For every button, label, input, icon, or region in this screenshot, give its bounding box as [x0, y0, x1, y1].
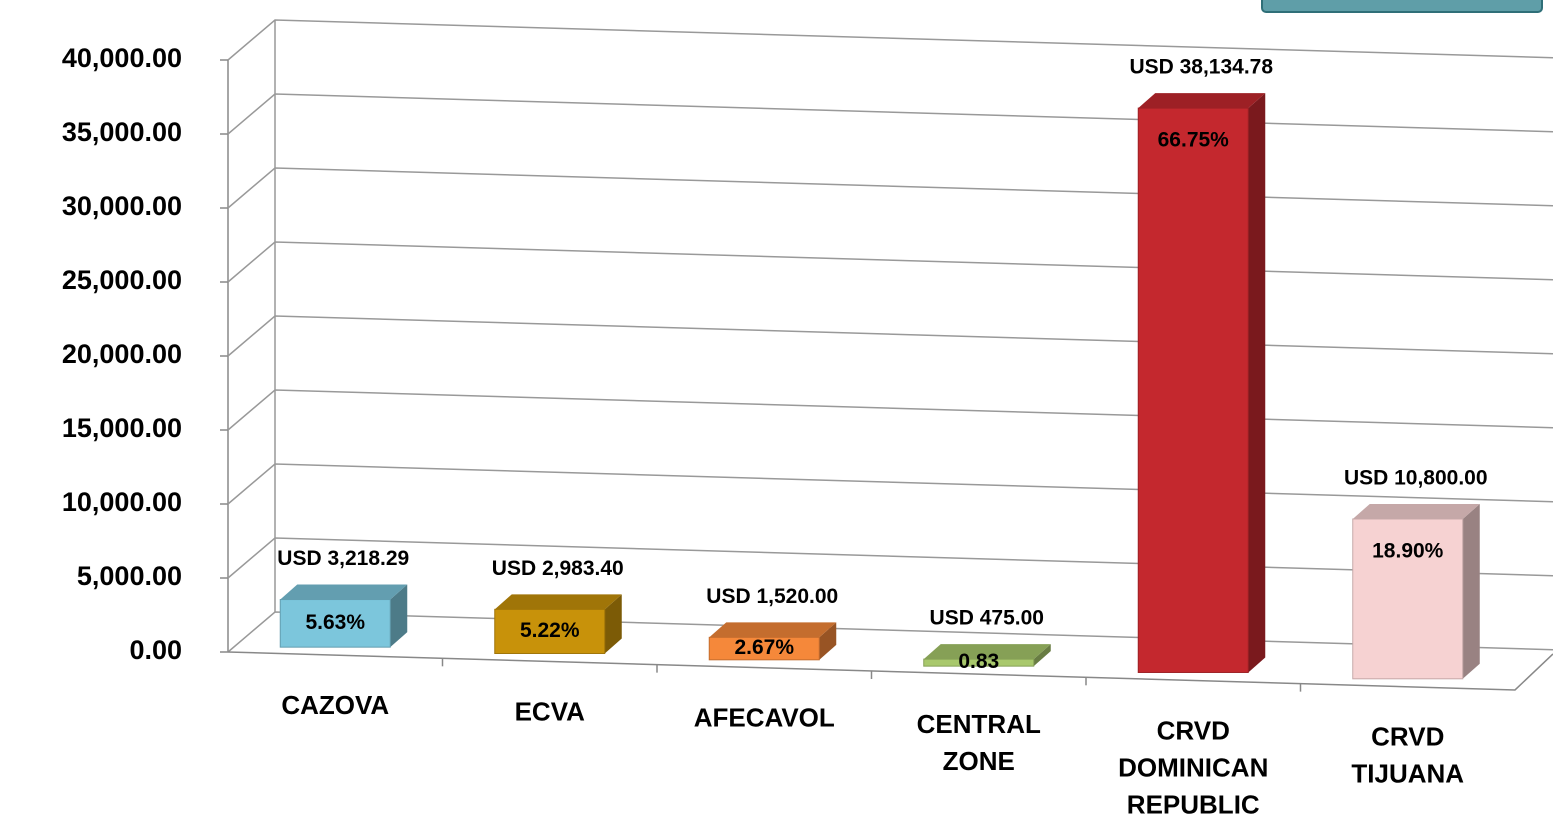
- bar: [1137, 107, 1249, 673]
- bar-top: [1138, 93, 1266, 109]
- y-tick-label: 30,000.00: [62, 191, 182, 221]
- share-label: 0.83: [958, 650, 999, 673]
- grid-line: [227, 315, 1553, 357]
- x-tick-label: DOMINICAN: [1118, 752, 1268, 782]
- bar-side: [1248, 93, 1266, 673]
- grid-line: [227, 167, 1553, 209]
- bar: [279, 599, 391, 648]
- bar-top: [280, 584, 408, 600]
- grid-line: [227, 611, 1553, 653]
- corner-box: [1261, 0, 1543, 13]
- bar-side: [604, 594, 622, 654]
- share-label: 18.90%: [1372, 540, 1444, 563]
- share-label: 2.67%: [734, 636, 794, 659]
- grid-line: [227, 19, 1553, 61]
- grid-line: [227, 93, 1553, 135]
- x-tick-label: REPUBLIC: [1127, 789, 1260, 819]
- x-tick-label: TIJUANA: [1351, 759, 1464, 789]
- x-tick-label: AFECAVOL: [694, 703, 835, 733]
- grid-line: [227, 241, 1553, 283]
- value-label: USD 10,800.00: [1344, 467, 1488, 490]
- x-tick-label: ECVA: [515, 696, 586, 726]
- share-label: 66.75%: [1158, 129, 1230, 152]
- y-tick-label: 40,000.00: [62, 43, 182, 73]
- value-label: USD 38,134.78: [1129, 56, 1273, 79]
- x-tick-label: CRVD: [1371, 722, 1444, 752]
- y-tick-label: 0.00: [129, 635, 182, 665]
- bar-top: [709, 622, 837, 638]
- bar-side: [819, 622, 837, 660]
- value-label: USD 2,983.40: [492, 557, 624, 580]
- value-label: USD 1,520.00: [706, 585, 838, 608]
- y-tick-label: 15,000.00: [62, 413, 182, 443]
- bar-side: [1033, 644, 1051, 667]
- x-tick-label: CENTRAL: [917, 709, 1041, 739]
- x-tick-label: CRVD: [1157, 715, 1230, 745]
- x-tick-label: CAZOVA: [281, 690, 389, 720]
- bar: [494, 608, 606, 654]
- share-label: 5.63%: [305, 611, 365, 634]
- bar-top: [1352, 503, 1480, 519]
- grid-line: [227, 463, 1553, 505]
- y-tick-label: 10,000.00: [62, 487, 182, 517]
- bar-top: [923, 644, 1051, 660]
- grid-line: [227, 389, 1553, 431]
- share-label: 5.22%: [520, 619, 580, 642]
- value-label: USD 3,218.29: [277, 547, 409, 570]
- bar-side: [390, 584, 408, 648]
- bar: [1352, 518, 1464, 680]
- y-tick-label: 5,000.00: [77, 561, 182, 591]
- grid-line: [227, 537, 1553, 579]
- y-tick-label: 25,000.00: [62, 265, 182, 295]
- x-tick-label: ZONE: [943, 746, 1015, 776]
- value-label: USD 475.00: [930, 607, 1044, 630]
- y-tick-label: 35,000.00: [62, 117, 182, 147]
- y-tick-label: 20,000.00: [62, 339, 182, 369]
- bar-side: [1462, 503, 1480, 679]
- bar-top: [494, 594, 622, 610]
